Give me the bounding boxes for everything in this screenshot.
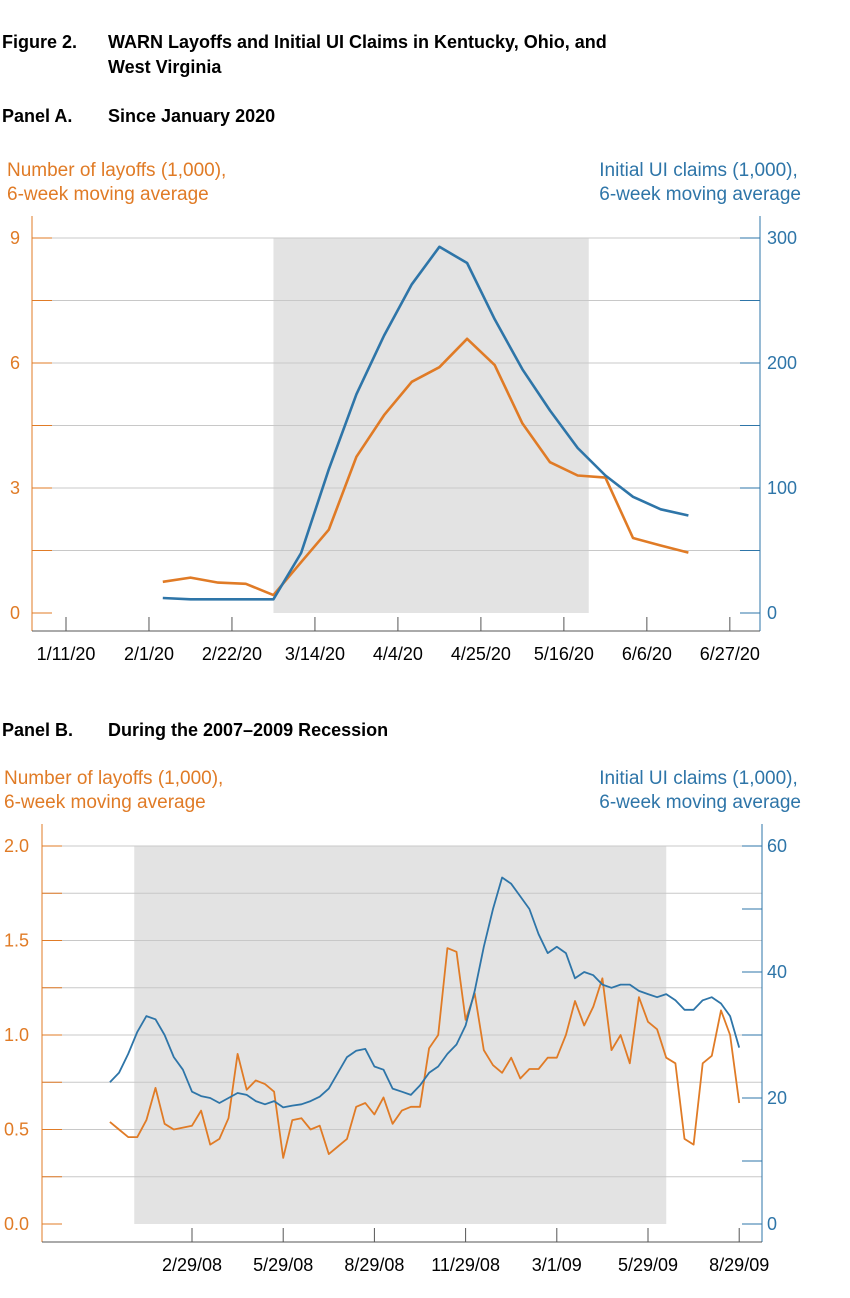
- panel-a-right-tick-label: 200: [767, 353, 797, 373]
- panel-b-right-tick-label: 0: [767, 1214, 777, 1234]
- panel-a-x-tick-label: 3/14/20: [285, 644, 345, 664]
- panel-b-chart: 0.0 0.5 1.0 1.5 2.0 0 20 40 60 2/29/08 5/29/08 8/29…: [4, 824, 787, 1275]
- panel-b-left-tick-label: 1.0: [4, 1025, 29, 1045]
- panel-b-right-axis-label: Initial UI claims (1,000), 6-week moving…: [599, 768, 801, 813]
- panel-a-x-tick-label: 4/25/20: [451, 644, 511, 664]
- figure-label: Figure 2.: [2, 32, 78, 52]
- panel-b-x-tick-label: 8/29/08: [344, 1255, 404, 1275]
- panel-b-x-tick-label: 5/29/09: [618, 1255, 678, 1275]
- panel-a-x-tick-label: 1/11/20: [37, 644, 96, 664]
- panel-a-chart: 0 3 6 9 0 100 200 300 1/11/20 2/1/20 2/22/20 3/14/2…: [10, 216, 797, 664]
- panel-b-x-tick-label: 8/29/09: [709, 1255, 769, 1275]
- panel-b-right-tick-label: 40: [767, 962, 787, 982]
- panel-b-right-tick-label: 20: [767, 1088, 787, 1108]
- panel-b-x-tick-label: 2/29/08: [162, 1255, 222, 1275]
- panel-a-left-tick-label: 3: [10, 478, 20, 498]
- panel-a-label: Panel A.: [2, 106, 73, 126]
- panel-b-label: Panel B.: [2, 720, 74, 740]
- panel-b-left-tick-label: 1.5: [4, 931, 29, 951]
- panel-b-title-text: During the 2007–2009 Recession: [108, 720, 389, 740]
- panel-a-x-tick-label: 4/4/20: [373, 644, 423, 664]
- panel-b-left-tick-label: 2.0: [4, 836, 29, 856]
- panel-a-left-tick-label: 0: [10, 603, 20, 623]
- panel-b-left-axis-label: Number of layoffs (1,000), 6-week moving…: [4, 768, 224, 813]
- panel-a-left-tick-label: 6: [10, 353, 20, 373]
- panel-a-left-axis-label: Number of layoffs (1,000), 6-week moving…: [7, 160, 227, 205]
- panel-b-layoffs-line: [109, 947, 741, 1159]
- panel-a-title: Panel A. Since January 2020: [2, 106, 275, 127]
- panel-b-left-tick-label: 0.0: [4, 1214, 29, 1234]
- panel-b-right-tick-label: 60: [767, 836, 787, 856]
- panel-a-right-tick-label: 100: [767, 478, 797, 498]
- panel-b-x-tick-label: 3/1/09: [532, 1255, 582, 1275]
- panel-a-left-tick-label: 9: [10, 228, 20, 248]
- panel-b-title: Panel B. During the 2007–2009 Recession: [2, 720, 388, 741]
- panel-a-title-text: Since January 2020: [108, 106, 276, 126]
- panel-b-claims-line: [109, 876, 741, 1109]
- panel-a-x-tick-label: 2/1/20: [124, 644, 174, 664]
- figure-title: Figure 2. WARN Layoffs and Initial UI Cla…: [2, 30, 628, 80]
- panel-a-x-tick-label: 5/16/20: [534, 644, 594, 664]
- panel-a-right-axis-label: Initial UI claims (1,000), 6-week moving…: [599, 160, 801, 205]
- panel-a-x-tick-label: 2/22/20: [202, 644, 262, 664]
- panel-b-x-tick-label: 5/29/08: [253, 1255, 313, 1275]
- panel-a-layoffs-line: [162, 337, 689, 597]
- panel-a-right-tick-label: 300: [767, 228, 797, 248]
- panel-a-x-tick-label: 6/27/20: [700, 644, 760, 664]
- panel-a-right-tick-label: 0: [767, 603, 777, 623]
- panel-b-left-tick-label: 0.5: [4, 1120, 29, 1140]
- panel-a-claims-line: [162, 245, 689, 601]
- panel-b-x-tick-label: 11/29/08: [431, 1255, 500, 1275]
- figure-title-text: WARN Layoffs and Initial UI Claims in Ke…: [108, 32, 607, 77]
- panel-a-x-tick-label: 6/6/20: [622, 644, 672, 664]
